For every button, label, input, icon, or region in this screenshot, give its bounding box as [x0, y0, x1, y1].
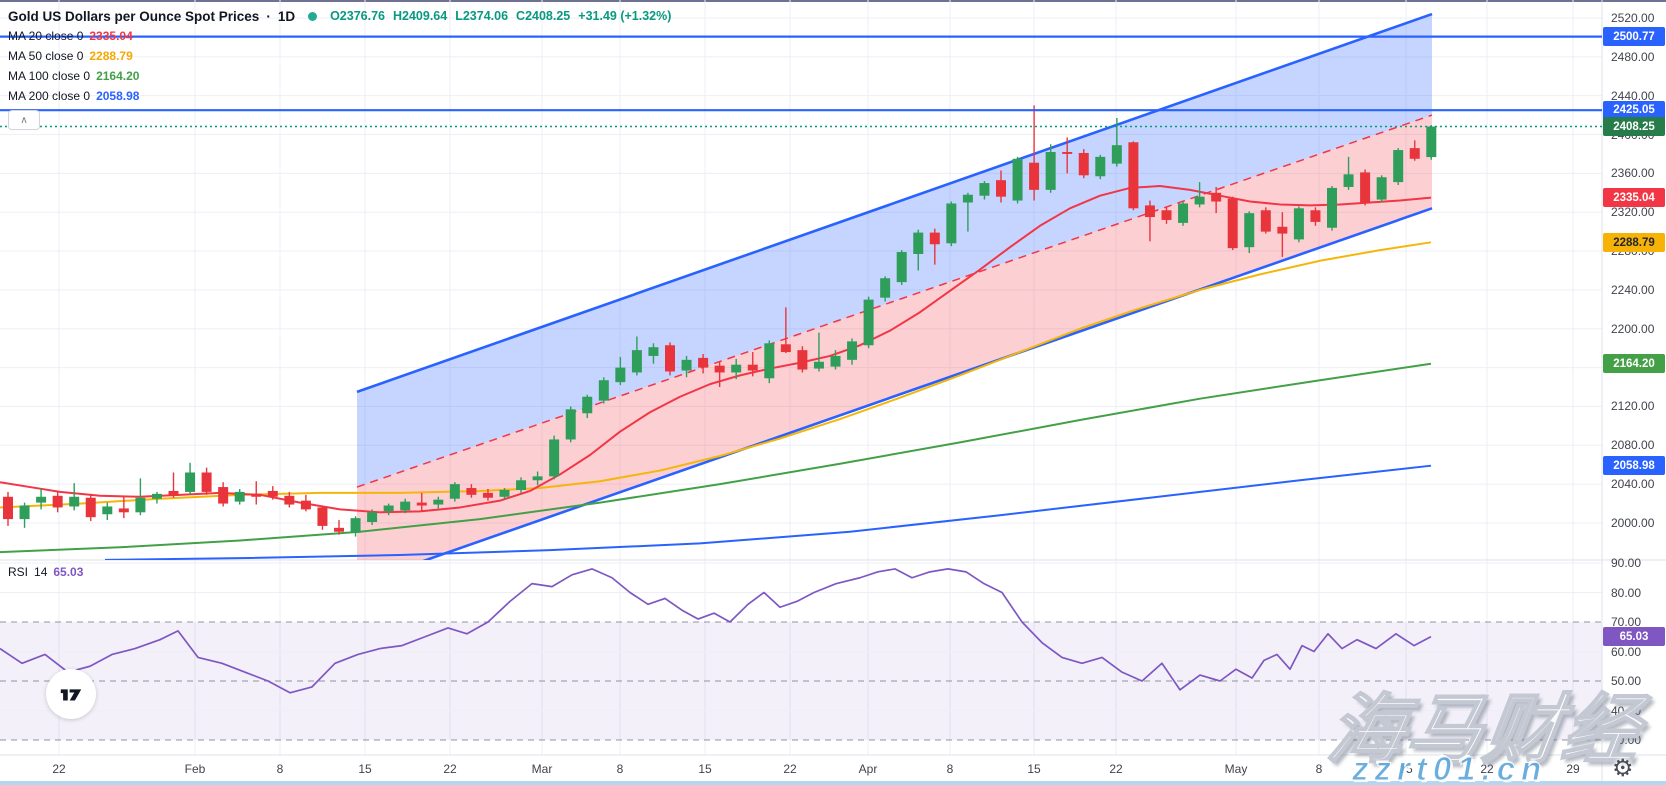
time-tick-label: 22	[1109, 762, 1123, 776]
price-tick-label: 2320.00	[1611, 205, 1655, 220]
rsi-value: 65.03	[53, 565, 84, 579]
symbol-title-row[interactable]: Gold US Dollars per Ounce Spot Prices · …	[8, 6, 671, 26]
indicator-legend-row[interactable]: MA 100 close 0 2164.20	[8, 66, 671, 86]
interval-label: 1D	[277, 8, 296, 24]
rsi-tick-label: 60.00	[1611, 644, 1642, 659]
time-tick-label: 29	[1566, 762, 1580, 776]
legend-collapse-button[interactable]: ∧	[8, 110, 40, 130]
rsi-tick-label: 30.00	[1611, 733, 1642, 747]
rsi-tick-label: 50.00	[1611, 674, 1642, 688]
price-tick-label: 2240.00	[1611, 282, 1655, 297]
rsi-tick-label: 90.00	[1611, 556, 1642, 570]
price-tick-label: 2040.00	[1611, 477, 1655, 492]
time-axis[interactable]: 22 Feb 8 15 22 Mar 8 15 22 Apr 8 15 22 May 8 15 22 29	[0, 755, 1602, 785]
tradingview-logo[interactable]	[46, 669, 96, 719]
window-top-border	[0, 0, 1666, 2]
indicator-value: 2164.20	[96, 69, 140, 83]
indicator-label: MA 20 close 0	[8, 29, 84, 43]
indicator-label: MA 200 close 0	[8, 89, 91, 103]
time-tick-label: 22	[783, 762, 797, 776]
time-tick-label: May	[1224, 762, 1248, 776]
price-tick-label: 2200.00	[1611, 321, 1655, 336]
tradingview-glyph-icon	[60, 689, 82, 701]
price-badge: 2164.20	[1603, 354, 1665, 374]
ohlc-close: C2408.25	[516, 9, 571, 23]
rsi-badge: 65.03	[1603, 627, 1665, 647]
ohlc-low: L2374.06	[455, 9, 509, 23]
title-separator: ·	[266, 8, 271, 24]
price-tick-label: 2360.00	[1611, 166, 1655, 181]
time-tick-label: 15	[1399, 762, 1413, 776]
time-tick-label: 15	[1027, 762, 1041, 776]
rsi-tick-label: 40.00	[1611, 703, 1642, 718]
time-tick-label: 15	[698, 762, 712, 776]
price-badge: 2288.79	[1603, 233, 1665, 253]
chart-legend: Gold US Dollars per Ounce Spot Prices · …	[8, 6, 671, 130]
price-axis[interactable]: 2520.002480.002440.002400.002360.002320.…	[1602, 0, 1666, 755]
symbol-title: Gold US Dollars per Ounce Spot Prices	[8, 8, 260, 24]
rsi-period: 14	[34, 565, 48, 579]
time-tick-label: Apr	[858, 762, 878, 776]
time-tick-label: 8	[616, 762, 624, 776]
time-tick-label: 15	[358, 762, 372, 776]
ohlc-change: +31.49 (+1.32%)	[578, 9, 672, 23]
price-badge: 2335.04	[1603, 188, 1665, 208]
ohlc-open: O2376.76	[330, 9, 385, 23]
price-tick-label: 2120.00	[1611, 399, 1655, 414]
market-status-dot-icon	[308, 11, 318, 21]
rsi-tick-label: 80.00	[1611, 585, 1642, 600]
ohlc-readout: O2376.76 H2409.64 L2374.06 C2408.25 +31.…	[330, 9, 671, 23]
time-tick-label: 22	[52, 762, 66, 776]
rsi-legend-row[interactable]: RSI 14 65.03	[8, 565, 83, 579]
rsi-tick-label: 70.00	[1611, 615, 1642, 629]
time-tick-label: 8	[946, 762, 954, 776]
indicator-value: 2288.79	[89, 49, 133, 63]
indicator-label: MA 50 close 0	[8, 49, 84, 63]
time-tick-label: 22	[1480, 762, 1494, 776]
indicator-legend-row[interactable]: MA 50 close 0 2288.79	[8, 46, 671, 66]
time-tick-label: Mar	[531, 762, 553, 776]
indicator-legend-row[interactable]: MA 200 close 0 2058.98	[8, 86, 671, 106]
price-tick-label: 2520.00	[1611, 10, 1655, 25]
bottom-accent-bar	[0, 781, 1666, 785]
time-tick-label: Feb	[184, 762, 206, 776]
time-tick-label: 22	[443, 762, 457, 776]
chevron-up-icon: ∧	[20, 114, 28, 126]
ohlc-high: H2409.64	[393, 9, 448, 23]
indicator-legend-list: MA 20 close 0 2335.04 MA 50 close 0 2288.79…	[8, 26, 671, 106]
price-badge: 2500.77	[1603, 27, 1665, 47]
indicator-value: 2058.98	[96, 89, 140, 103]
price-badge: 2058.98	[1603, 456, 1665, 476]
indicator-legend-row[interactable]: MA 20 close 0 2335.04	[8, 26, 671, 46]
price-tick-label: 2480.00	[1611, 49, 1655, 64]
time-tick-label: 8	[276, 762, 284, 776]
price-badge: 2408.25	[1603, 117, 1665, 136]
indicator-value: 2335.04	[89, 29, 133, 43]
indicator-label: MA 100 close 0	[8, 69, 91, 83]
price-badge: 2425.05	[1603, 100, 1665, 120]
price-tick-label: 2000.00	[1611, 515, 1655, 530]
price-tick-label: 2080.00	[1611, 438, 1655, 453]
rsi-name: RSI	[8, 565, 29, 579]
price-tick-label: 2440.00	[1611, 88, 1655, 103]
time-tick-label: 8	[1315, 762, 1323, 776]
